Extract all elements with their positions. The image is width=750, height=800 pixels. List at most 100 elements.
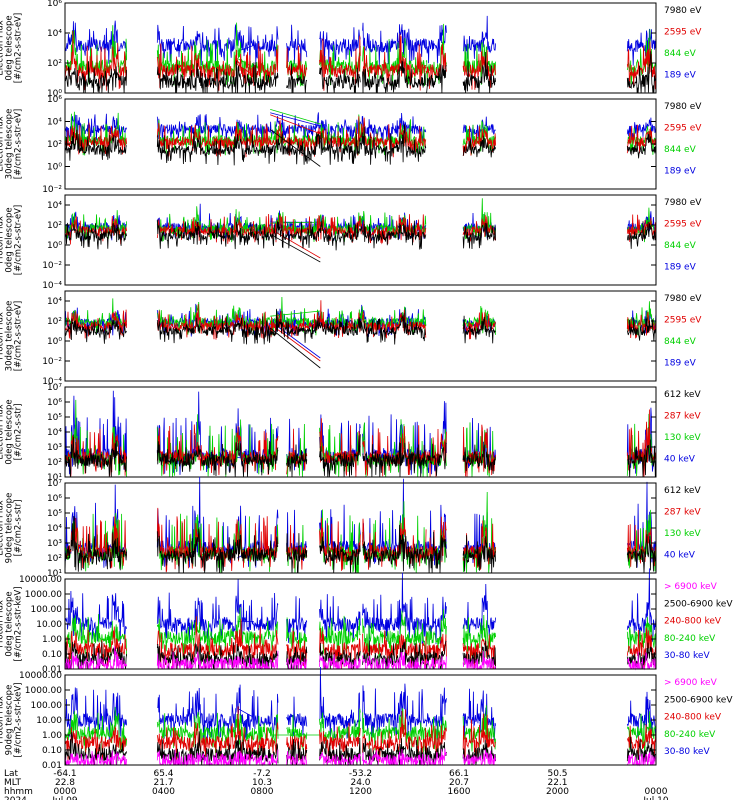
- y-axis-label-line: [#/cm2-s-str-eV]: [14, 301, 24, 371]
- y-tick-label: 10⁵: [47, 509, 62, 519]
- x-tick-label: 24.0: [350, 778, 370, 788]
- x-tick-label: 0800: [251, 787, 274, 797]
- series-trace-612-kev: [64, 434, 657, 478]
- y-tick-label: 10⁷: [47, 383, 62, 393]
- y-tick-label: 10³: [47, 443, 62, 453]
- y-tick-label: 10000.00: [19, 671, 62, 681]
- x-tick-label: Jul 09: [51, 796, 77, 800]
- y-axis-label-line: Proton Flux: [0, 696, 6, 744]
- legend-entry: 30-80 keV: [664, 747, 710, 757]
- panel-8: 0.01 0.10 1.00 10.00 100.00 1000.00 10000.00 ME…: [0, 666, 733, 771]
- x-tick-label: 1600: [448, 787, 471, 797]
- y-axis-label-line: Electron Flux: [0, 116, 6, 171]
- series-trace-7980-ev: [64, 308, 657, 369]
- series-trace-2595-ev: [64, 114, 657, 158]
- series-trace-7980-ev: [64, 220, 657, 263]
- legend-entry: 189 eV: [664, 70, 697, 80]
- y-axis-label-line: Proton Flux: [0, 600, 6, 648]
- y-tick-label: 0.10: [42, 650, 62, 660]
- x-tick-label: -53.2: [349, 769, 372, 779]
- y-axis-label: MEPEDElectron Flux0deg telescope[#/cm2-s…: [0, 399, 24, 464]
- x-tick-label: 50.5: [547, 769, 567, 779]
- legend-entry: 240-800 keV: [664, 713, 722, 723]
- legend-entry: 2500-6900 keV: [664, 695, 733, 705]
- legend-entry: 80-240 keV: [664, 634, 716, 644]
- x-tick-label: 1200: [349, 787, 372, 797]
- series-trace-30-80-kev: [64, 568, 657, 645]
- y-axis-label-line: Proton Flux: [0, 216, 6, 264]
- y-axis-label: TEDElectron Flux0deg telescope[#/cm2-s-s…: [0, 13, 24, 83]
- y-tick-label: 10⁴: [47, 297, 62, 307]
- y-tick-label: 10²: [47, 458, 62, 468]
- legend-entry: 7980 eV: [664, 6, 702, 16]
- legend-entry: 844 eV: [664, 337, 697, 347]
- x-tick-label: 22.8: [55, 778, 75, 788]
- y-tick-label: 10⁷: [47, 479, 62, 489]
- legend-entry: 80-240 keV: [664, 730, 716, 740]
- y-axis-label-line: Proton Flux: [0, 312, 6, 360]
- legend-entry: 40 keV: [664, 550, 696, 560]
- y-tick-label: 10⁴: [47, 118, 62, 128]
- y-tick-label: 10²: [47, 554, 62, 564]
- y-tick-label: 10⁻²: [42, 185, 62, 195]
- x-row-label: Lat: [4, 769, 19, 779]
- series-trace-2595-ev: [64, 300, 657, 362]
- y-axis-label-line: [#/cm2-s-str-keV]: [14, 683, 24, 758]
- legend-entry: 2500-6900 keV: [664, 599, 733, 609]
- y-axis-label-line: Electron Flux: [0, 404, 6, 459]
- y-tick-label: 10.00: [36, 716, 62, 726]
- y-axis-label-line: [#/cm2-s-str-eV]: [14, 13, 24, 83]
- y-tick-label: 10.00: [36, 620, 62, 630]
- y-tick-label: 10⁴: [47, 201, 62, 211]
- panel-4: 10⁻⁴ 10⁻² 10⁰ 10² 10⁴ TEDProton Flux30deg tel…: [0, 290, 702, 387]
- x-tick-label: 0000: [645, 787, 668, 797]
- y-tick-label: 10000.00: [19, 575, 62, 585]
- y-axis-label-line: [#/cm2-s-str-eV]: [14, 109, 24, 179]
- y-tick-label: 10⁴: [47, 428, 62, 438]
- y-tick-label: 10⁶: [47, 95, 62, 105]
- y-axis-label: MEPEDProton Flux0deg telescope[#/cm2-s-s…: [0, 587, 24, 662]
- legend-entry: 844 eV: [664, 49, 697, 59]
- legend-entry: 2595 eV: [664, 123, 702, 133]
- y-tick-label: 100.00: [31, 605, 63, 615]
- legend-entry: 130 keV: [664, 529, 701, 539]
- panel-5: 10¹ 10² 10³ 10⁴ 10⁵ 10⁶ 10⁷ MEPEDElectron Flux0…: [0, 383, 701, 483]
- legend-entry: 287 keV: [664, 507, 701, 517]
- legend-entry: 2595 eV: [664, 27, 702, 37]
- x-tick-label: Jul 10: [642, 796, 668, 800]
- series-trace-40-kev: [64, 390, 657, 475]
- legend-entry: > 6900 keV: [664, 678, 718, 688]
- series-trace-2595-ev: [64, 30, 657, 91]
- legend-entry: 2595 eV: [664, 219, 702, 229]
- series-trace-80-240-kev: [64, 705, 657, 754]
- x-tick-label: -7.2: [253, 769, 271, 779]
- y-tick-label: 100.00: [31, 701, 63, 711]
- y-axis-label-line: 90deg telescope: [5, 493, 15, 564]
- panel-2: 10⁻² 10⁰ 10² 10⁴ 10⁶ TEDElectron Flux30deg te…: [0, 95, 702, 195]
- series-trace-844-ev: [64, 109, 657, 156]
- y-axis-label-line: [#/cm2-s-str]: [14, 500, 24, 557]
- y-tick-label: 1.00: [42, 635, 62, 645]
- y-axis-label: MEPEDElectron Flux90deg telescope[#/cm2-…: [0, 493, 24, 564]
- series-trace-80-240-kev: [64, 607, 657, 665]
- legend-entry: 287 keV: [664, 411, 701, 421]
- y-tick-label: 0.10: [42, 746, 62, 756]
- y-axis-label-line: [#/cm2-s-str-keV]: [14, 587, 24, 662]
- panel-7: 0.01 0.10 1.00 10.00 100.00 1000.00 10000.00 ME…: [0, 568, 733, 675]
- y-tick-label: 10⁻²: [42, 261, 62, 271]
- legend-entry: > 6900 keV: [664, 582, 718, 592]
- legend-entry: 7980 eV: [664, 198, 702, 208]
- panel-frame: [64, 386, 657, 478]
- y-axis-label-line: 0deg telescope: [5, 591, 15, 656]
- legend-entry: 130 keV: [664, 433, 701, 443]
- y-tick-label: 1000.00: [25, 686, 62, 696]
- y-tick-label: 10⁰: [47, 241, 62, 251]
- x-row-label: MLT: [4, 778, 22, 788]
- series-trace-240-800-kev: [64, 616, 657, 670]
- y-axis-label-line: 0deg telescope: [5, 207, 15, 272]
- panel-frame: [64, 2, 657, 94]
- series-trace-287-kev: [64, 507, 657, 573]
- x-tick-label: 10.3: [252, 778, 272, 788]
- y-tick-label: 10⁻²: [42, 357, 62, 367]
- y-axis-label-line: Electron Flux: [0, 20, 6, 75]
